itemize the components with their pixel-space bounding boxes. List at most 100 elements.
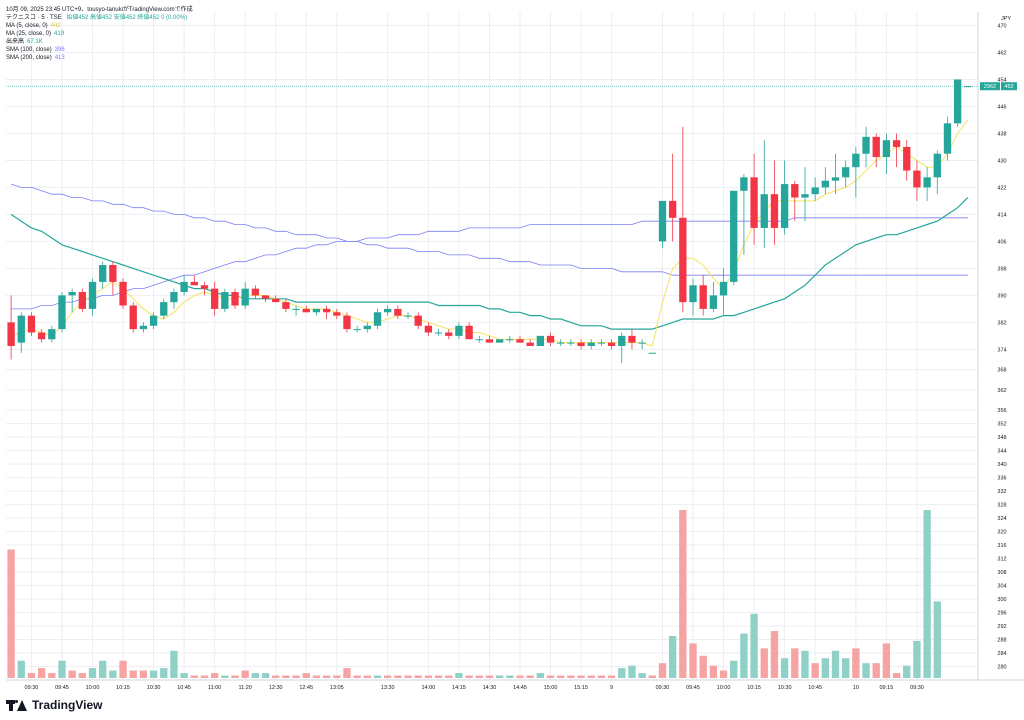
- y-tick-label: 352: [997, 422, 1006, 428]
- legend-symbol-row: テクニスコ · 5 · TSE 始値452 高値452 安値452 終値452 …: [6, 14, 187, 22]
- candle-body: [903, 146, 911, 171]
- candle-body: [200, 285, 209, 289]
- candle-body: [831, 177, 840, 181]
- volume-bar: [58, 660, 66, 678]
- candle-body: [78, 292, 86, 309]
- candle-body: [221, 292, 229, 309]
- legend-item-sma200[interactable]: SMA (200, close) 413: [6, 54, 187, 62]
- x-tick-label: 10:45: [177, 685, 191, 691]
- x-tick-label: 10:00: [86, 685, 100, 691]
- y-tick-label: 308: [997, 570, 1006, 576]
- candle-body: [68, 292, 76, 296]
- y-tick-label: 382: [997, 320, 1006, 326]
- candle-body: [933, 153, 941, 178]
- x-tick-label: 11:20: [239, 685, 252, 691]
- candle-body: [404, 315, 412, 317]
- candle-body: [618, 335, 626, 346]
- volume-bar: [903, 665, 911, 678]
- candle-body: [119, 281, 127, 306]
- candle-body: [536, 335, 545, 346]
- last-volume-label: 2962: [984, 84, 996, 90]
- y-tick-label: 446: [997, 104, 1006, 110]
- volume-bar: [495, 675, 504, 678]
- legend-item-ma5[interactable]: MA (5, close, 0) 442: [6, 22, 187, 30]
- y-tick-label: 300: [997, 597, 1006, 603]
- y-tick-label: 470: [997, 23, 1006, 29]
- candle-body: [384, 308, 392, 313]
- y-tick-label: 344: [997, 449, 1006, 455]
- candle-body: [99, 265, 107, 282]
- legend-item-ma25[interactable]: MA (25, close, 0) 419: [6, 30, 187, 38]
- y-tick-label: 406: [997, 239, 1006, 245]
- candle-body: [414, 315, 422, 326]
- volume-bar: [638, 673, 646, 678]
- x-tick-label: 10:30: [778, 685, 792, 691]
- volume-bar: [394, 675, 402, 678]
- volume-bar: [170, 650, 178, 678]
- candle-body: [628, 335, 636, 343]
- y-tick-label: 320: [997, 530, 1006, 536]
- y-tick-label: 430: [997, 158, 1006, 164]
- y-tick-label: 362: [997, 388, 1006, 394]
- volume-bar: [109, 670, 117, 678]
- volume-bar: [414, 675, 422, 678]
- volume-bar: [831, 650, 840, 678]
- legend-value: 419: [54, 31, 65, 37]
- x-tick-label: 14:15: [452, 685, 466, 691]
- x-tick-label: 09:30: [656, 685, 670, 691]
- volume-bar: [404, 675, 412, 678]
- candle-body: [567, 342, 575, 344]
- candle-body: [455, 325, 463, 336]
- volume-bar: [129, 670, 137, 678]
- volume-bar: [17, 660, 25, 678]
- y-tick-label: 390: [997, 293, 1006, 299]
- legend-ohlc: 始値452 高値452 安値452 終値452 0 (0.00%): [66, 15, 188, 21]
- volume-bar: [424, 675, 433, 678]
- candle-body: [801, 194, 809, 198]
- volume-bar: [312, 675, 321, 678]
- candle-body: [170, 292, 178, 303]
- brand-name: TradingView: [32, 698, 103, 712]
- candle-body: [658, 200, 667, 242]
- volume-bar: [882, 643, 891, 678]
- candle-body: [231, 292, 239, 306]
- volume-bar: [88, 668, 97, 678]
- tradingview-brand[interactable]: TradingView: [6, 698, 102, 712]
- candle-body: [241, 288, 249, 306]
- volume-bar: [445, 675, 453, 678]
- currency-label: JPY: [1001, 16, 1011, 22]
- candle-body: [475, 339, 483, 341]
- candle-body: [770, 194, 779, 228]
- x-tick-label: 13:05: [330, 685, 344, 691]
- candle-body: [557, 342, 565, 344]
- volume-bar: [384, 675, 392, 678]
- x-tick-label: 10:45: [808, 685, 822, 691]
- candle-body: [577, 342, 585, 346]
- candle-body: [445, 332, 453, 336]
- candle-body: [791, 184, 799, 198]
- volume-bar: [842, 658, 850, 678]
- x-tick-label: 14:45: [513, 685, 527, 691]
- volume-bar: [577, 675, 585, 678]
- volume-bar: [892, 673, 901, 678]
- candle-body: [109, 265, 117, 282]
- candle-body: [58, 295, 66, 330]
- volume-bar: [913, 640, 921, 678]
- x-tick-label: 13:30: [381, 685, 395, 691]
- legend-item-volume[interactable]: 出来高 67.1K: [6, 38, 187, 46]
- candle-body: [730, 190, 738, 282]
- volume-bar: [740, 633, 748, 678]
- last-price-badge: [1001, 82, 1017, 91]
- volume-bar: [557, 675, 565, 678]
- volume-bar: [811, 663, 819, 678]
- volume-bar: [27, 673, 36, 678]
- candle-body: [709, 295, 718, 309]
- chart-header: 10月 09, 2025 23:45 UTC+9、tousyo-tanukiがT…: [6, 7, 193, 13]
- volume-bar: [628, 665, 636, 678]
- volume-bar: [119, 660, 127, 678]
- volume-bar: [68, 670, 76, 678]
- volume-bar: [648, 675, 656, 678]
- candle-body: [679, 217, 687, 303]
- legend-item-sma100[interactable]: SMA (100, close) 396: [6, 46, 187, 54]
